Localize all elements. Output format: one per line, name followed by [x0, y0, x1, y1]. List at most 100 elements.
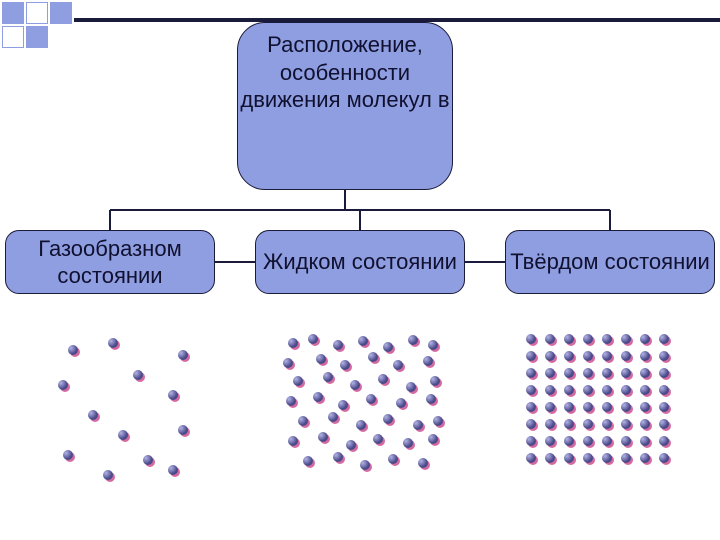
molecule-dot — [602, 436, 612, 446]
molecule-dot — [356, 420, 366, 430]
connector-v — [609, 210, 611, 230]
molecule-dot — [338, 400, 348, 410]
molecule-dot — [545, 453, 555, 463]
molecule-dot — [545, 351, 555, 361]
molecule-dot — [288, 436, 298, 446]
molecule-dot — [640, 453, 650, 463]
molecule-dot — [58, 380, 68, 390]
molecule-dot — [545, 385, 555, 395]
molecule-dot — [283, 358, 293, 368]
molecule-region-gas — [48, 330, 198, 480]
connector-h — [215, 261, 255, 263]
child-node-label-1: Жидком состоянии — [263, 248, 457, 276]
molecule-dot — [583, 334, 593, 344]
molecule-dot — [313, 392, 323, 402]
molecule-dot — [288, 338, 298, 348]
molecule-dot — [659, 368, 669, 378]
molecule-dot — [602, 351, 612, 361]
molecule-dot — [640, 351, 650, 361]
deco-square — [2, 2, 24, 24]
molecule-dot — [178, 425, 188, 435]
molecule-dot — [659, 453, 669, 463]
molecule-dot — [564, 402, 574, 412]
child-node-label-2: Твёрдом состоянии — [510, 248, 710, 276]
molecule-dot — [583, 402, 593, 412]
molecule-dot — [640, 402, 650, 412]
deco-square — [26, 2, 48, 24]
molecule-dot — [640, 385, 650, 395]
molecule-dot — [378, 374, 388, 384]
molecule-dot — [526, 419, 536, 429]
molecule-dot — [108, 338, 118, 348]
molecule-dot — [303, 456, 313, 466]
deco-square — [26, 26, 48, 48]
child-node-2: Твёрдом состоянии — [505, 230, 715, 294]
molecule-dot — [333, 452, 343, 462]
molecule-dot — [640, 419, 650, 429]
molecule-dot — [621, 368, 631, 378]
molecule-dot — [640, 334, 650, 344]
molecule-dot — [433, 416, 443, 426]
molecule-dot — [583, 436, 593, 446]
molecule-dot — [621, 419, 631, 429]
connector-v — [344, 190, 346, 210]
molecule-region-liquid — [278, 330, 443, 480]
molecule-dot — [564, 351, 574, 361]
molecule-dot — [103, 470, 113, 480]
molecule-dot — [621, 351, 631, 361]
molecule-dot — [545, 334, 555, 344]
molecule-dot — [418, 458, 428, 468]
molecule-dot — [63, 450, 73, 460]
molecule-dot — [659, 334, 669, 344]
molecule-dot — [583, 351, 593, 361]
child-node-label-0: Газообразном состоянии — [6, 235, 214, 290]
child-node-1: Жидком состоянии — [255, 230, 465, 294]
molecule-dot — [659, 351, 669, 361]
molecule-dot — [526, 351, 536, 361]
molecule-dot — [583, 385, 593, 395]
molecule-dot — [143, 455, 153, 465]
molecule-dot — [564, 419, 574, 429]
molecule-dot — [526, 385, 536, 395]
molecule-dot — [659, 419, 669, 429]
molecule-dot — [564, 385, 574, 395]
molecule-dot — [323, 372, 333, 382]
molecule-dot — [403, 438, 413, 448]
molecule-dot — [640, 436, 650, 446]
molecule-dot — [68, 345, 78, 355]
molecule-dot — [564, 334, 574, 344]
molecule-dot — [423, 356, 433, 366]
molecule-dot — [373, 434, 383, 444]
connector-v — [359, 210, 361, 230]
molecule-dot — [346, 440, 356, 450]
molecule-dot — [526, 453, 536, 463]
molecule-dot — [350, 380, 360, 390]
molecule-dot — [328, 412, 338, 422]
molecule-dot — [293, 376, 303, 386]
molecule-dot — [388, 454, 398, 464]
molecule-dot — [428, 434, 438, 444]
connector-v — [109, 210, 111, 230]
molecule-region-solid — [520, 330, 690, 480]
molecule-dot — [583, 453, 593, 463]
root-node-label: Расположение, особенности движения молек… — [238, 31, 452, 114]
deco-square — [2, 26, 24, 48]
molecule-dot — [396, 398, 406, 408]
molecule-dot — [564, 368, 574, 378]
molecule-dot — [602, 334, 612, 344]
molecule-dot — [621, 334, 631, 344]
molecule-dot — [545, 402, 555, 412]
molecule-dot — [621, 385, 631, 395]
molecule-dot — [298, 416, 308, 426]
molecule-dot — [178, 350, 188, 360]
molecule-dot — [545, 436, 555, 446]
molecule-dot — [168, 465, 178, 475]
molecule-dot — [602, 453, 612, 463]
root-node: Расположение, особенности движения молек… — [237, 22, 453, 190]
molecule-dot — [133, 370, 143, 380]
molecule-dot — [621, 402, 631, 412]
molecule-dot — [168, 390, 178, 400]
molecule-dot — [526, 368, 536, 378]
molecule-dot — [406, 382, 416, 392]
molecule-dot — [545, 419, 555, 429]
